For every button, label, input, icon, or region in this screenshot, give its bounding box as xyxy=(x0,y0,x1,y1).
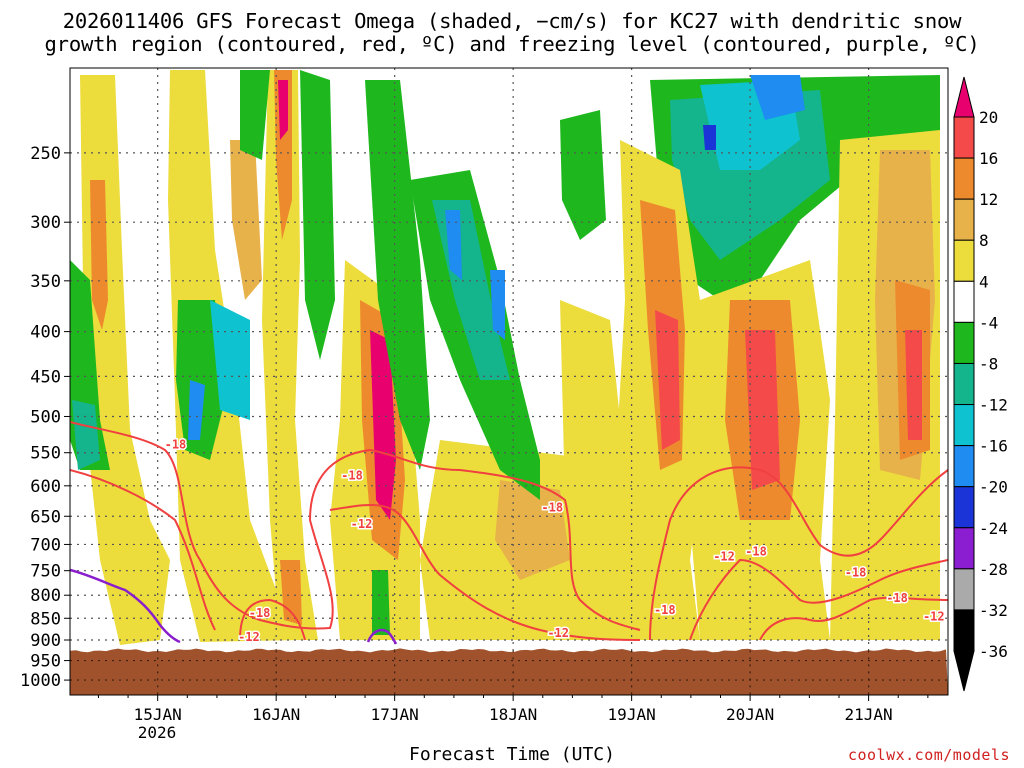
y-tick-label: 650 xyxy=(30,507,61,527)
x-tick-label: 15JAN xyxy=(134,705,182,724)
colorbar-swatch xyxy=(953,321,975,364)
freezing-level-contour xyxy=(70,568,181,644)
contour-label: -18 xyxy=(249,606,271,620)
contour-label: -12 xyxy=(238,630,260,644)
colorbar-swatch xyxy=(953,609,975,652)
contour-labels: -18 -18 -12 -18 -12 -18 -12 -18 -12 -18 -18 -18 -12 xyxy=(163,436,946,646)
colorbar-label: 20 xyxy=(979,108,998,127)
x-tick-label: 21JAN xyxy=(845,705,893,724)
contour-label: -12 xyxy=(713,550,735,564)
y-tick-label: 350 xyxy=(30,272,61,292)
colorbar-label: -8 xyxy=(979,354,998,373)
contour-label: -18 xyxy=(165,437,187,451)
colorbar-swatch xyxy=(953,362,975,406)
contour-label: -18 xyxy=(654,603,676,617)
colorbar-swatch xyxy=(953,198,975,241)
ground-fill xyxy=(70,648,948,695)
x-tick-label: 18JAN xyxy=(489,705,537,724)
colorbar-swatch xyxy=(953,239,975,282)
contour-label: -18 xyxy=(845,566,867,580)
colorbar-swatch xyxy=(953,486,975,529)
colorbar-swatch xyxy=(953,157,975,200)
colorbar: 20 16 12 8 4 -4 -8 -12 -16 -20 -24 -28 -32 -36 xyxy=(953,76,1008,692)
credit-link[interactable]: coolwx.com/models xyxy=(847,746,1010,764)
y-tick-label: 950 xyxy=(30,652,61,672)
dgz-contours xyxy=(70,421,948,645)
colorbar-swatch xyxy=(953,445,975,488)
y-tick-label: 850 xyxy=(30,609,61,629)
colorbar-label: 8 xyxy=(979,231,989,250)
colorbar-swatch xyxy=(953,568,975,611)
chart-title-line-2: growth region (contoured, red, ºC) and f… xyxy=(44,32,980,56)
colorbar-label: -4 xyxy=(979,313,998,332)
colorbar-label: -36 xyxy=(979,642,1008,661)
x-axis: 15JAN 16JAN 17JAN 18JAN 19JAN 20JAN 21JAN xyxy=(97,695,929,724)
ascent-shading-left xyxy=(80,70,318,645)
colorbar-label: -24 xyxy=(979,519,1008,538)
colorbar-over-arrow xyxy=(953,76,975,118)
contour-label: -18 xyxy=(341,469,363,483)
x-tick-label: 19JAN xyxy=(608,705,656,724)
colorbar-under-arrow xyxy=(953,650,975,692)
y-tick-label: 800 xyxy=(30,586,61,606)
colorbar-swatch xyxy=(953,116,975,159)
y-tick-label: 400 xyxy=(30,323,61,343)
x-tick-label: 17JAN xyxy=(371,705,419,724)
colorbar-swatch xyxy=(953,527,975,570)
x-tick-label: 20JAN xyxy=(726,705,774,724)
colorbar-label: 4 xyxy=(979,272,989,291)
freezing-level-contour xyxy=(366,628,398,645)
x-axis-title: Forecast Time (UTC) xyxy=(409,744,615,765)
contour-label: -18 xyxy=(541,500,563,514)
colorbar-swatch xyxy=(953,280,975,323)
contour-label: -12 xyxy=(923,609,945,623)
y-tick-label: 550 xyxy=(30,444,61,464)
omega-shading xyxy=(70,68,948,695)
colorbar-label: -12 xyxy=(979,396,1008,415)
colorbar-label: 16 xyxy=(979,149,998,168)
y-tick-label: 700 xyxy=(30,535,61,555)
colorbar-label: -20 xyxy=(979,478,1008,497)
y-tick-label: 450 xyxy=(30,367,61,387)
colorbar-label: 12 xyxy=(979,190,998,209)
ground-terrain xyxy=(70,648,948,695)
y-tick-label: 500 xyxy=(30,407,61,427)
y-tick-label: 900 xyxy=(30,631,61,651)
x-tick-label: 16JAN xyxy=(252,705,300,724)
y-tick-label: 600 xyxy=(30,477,61,497)
contour-label: -18 xyxy=(886,591,908,605)
ascent-shading-right xyxy=(610,130,940,640)
colorbar-label: -28 xyxy=(979,560,1008,579)
x-axis-year-label: 2026 xyxy=(138,723,177,742)
chart-title-line-1: 2026011406 GFS Forecast Omega (shaded, −… xyxy=(62,9,962,33)
contour-label: -18 xyxy=(745,544,767,558)
colorbar-swatch xyxy=(953,404,975,447)
plot-frame xyxy=(69,67,949,696)
colorbar-label: -32 xyxy=(979,601,1008,620)
y-tick-label: 1000 xyxy=(20,671,61,691)
y-tick-label: 750 xyxy=(30,562,61,582)
y-axis: 2503003504004505005506006507007508008509… xyxy=(20,144,70,691)
y-tick-label: 250 xyxy=(30,144,61,164)
contour-label: -12 xyxy=(351,517,373,531)
colorbar-label: -16 xyxy=(979,437,1008,456)
y-tick-label: 300 xyxy=(30,213,61,233)
contour-label: -12 xyxy=(547,626,569,640)
